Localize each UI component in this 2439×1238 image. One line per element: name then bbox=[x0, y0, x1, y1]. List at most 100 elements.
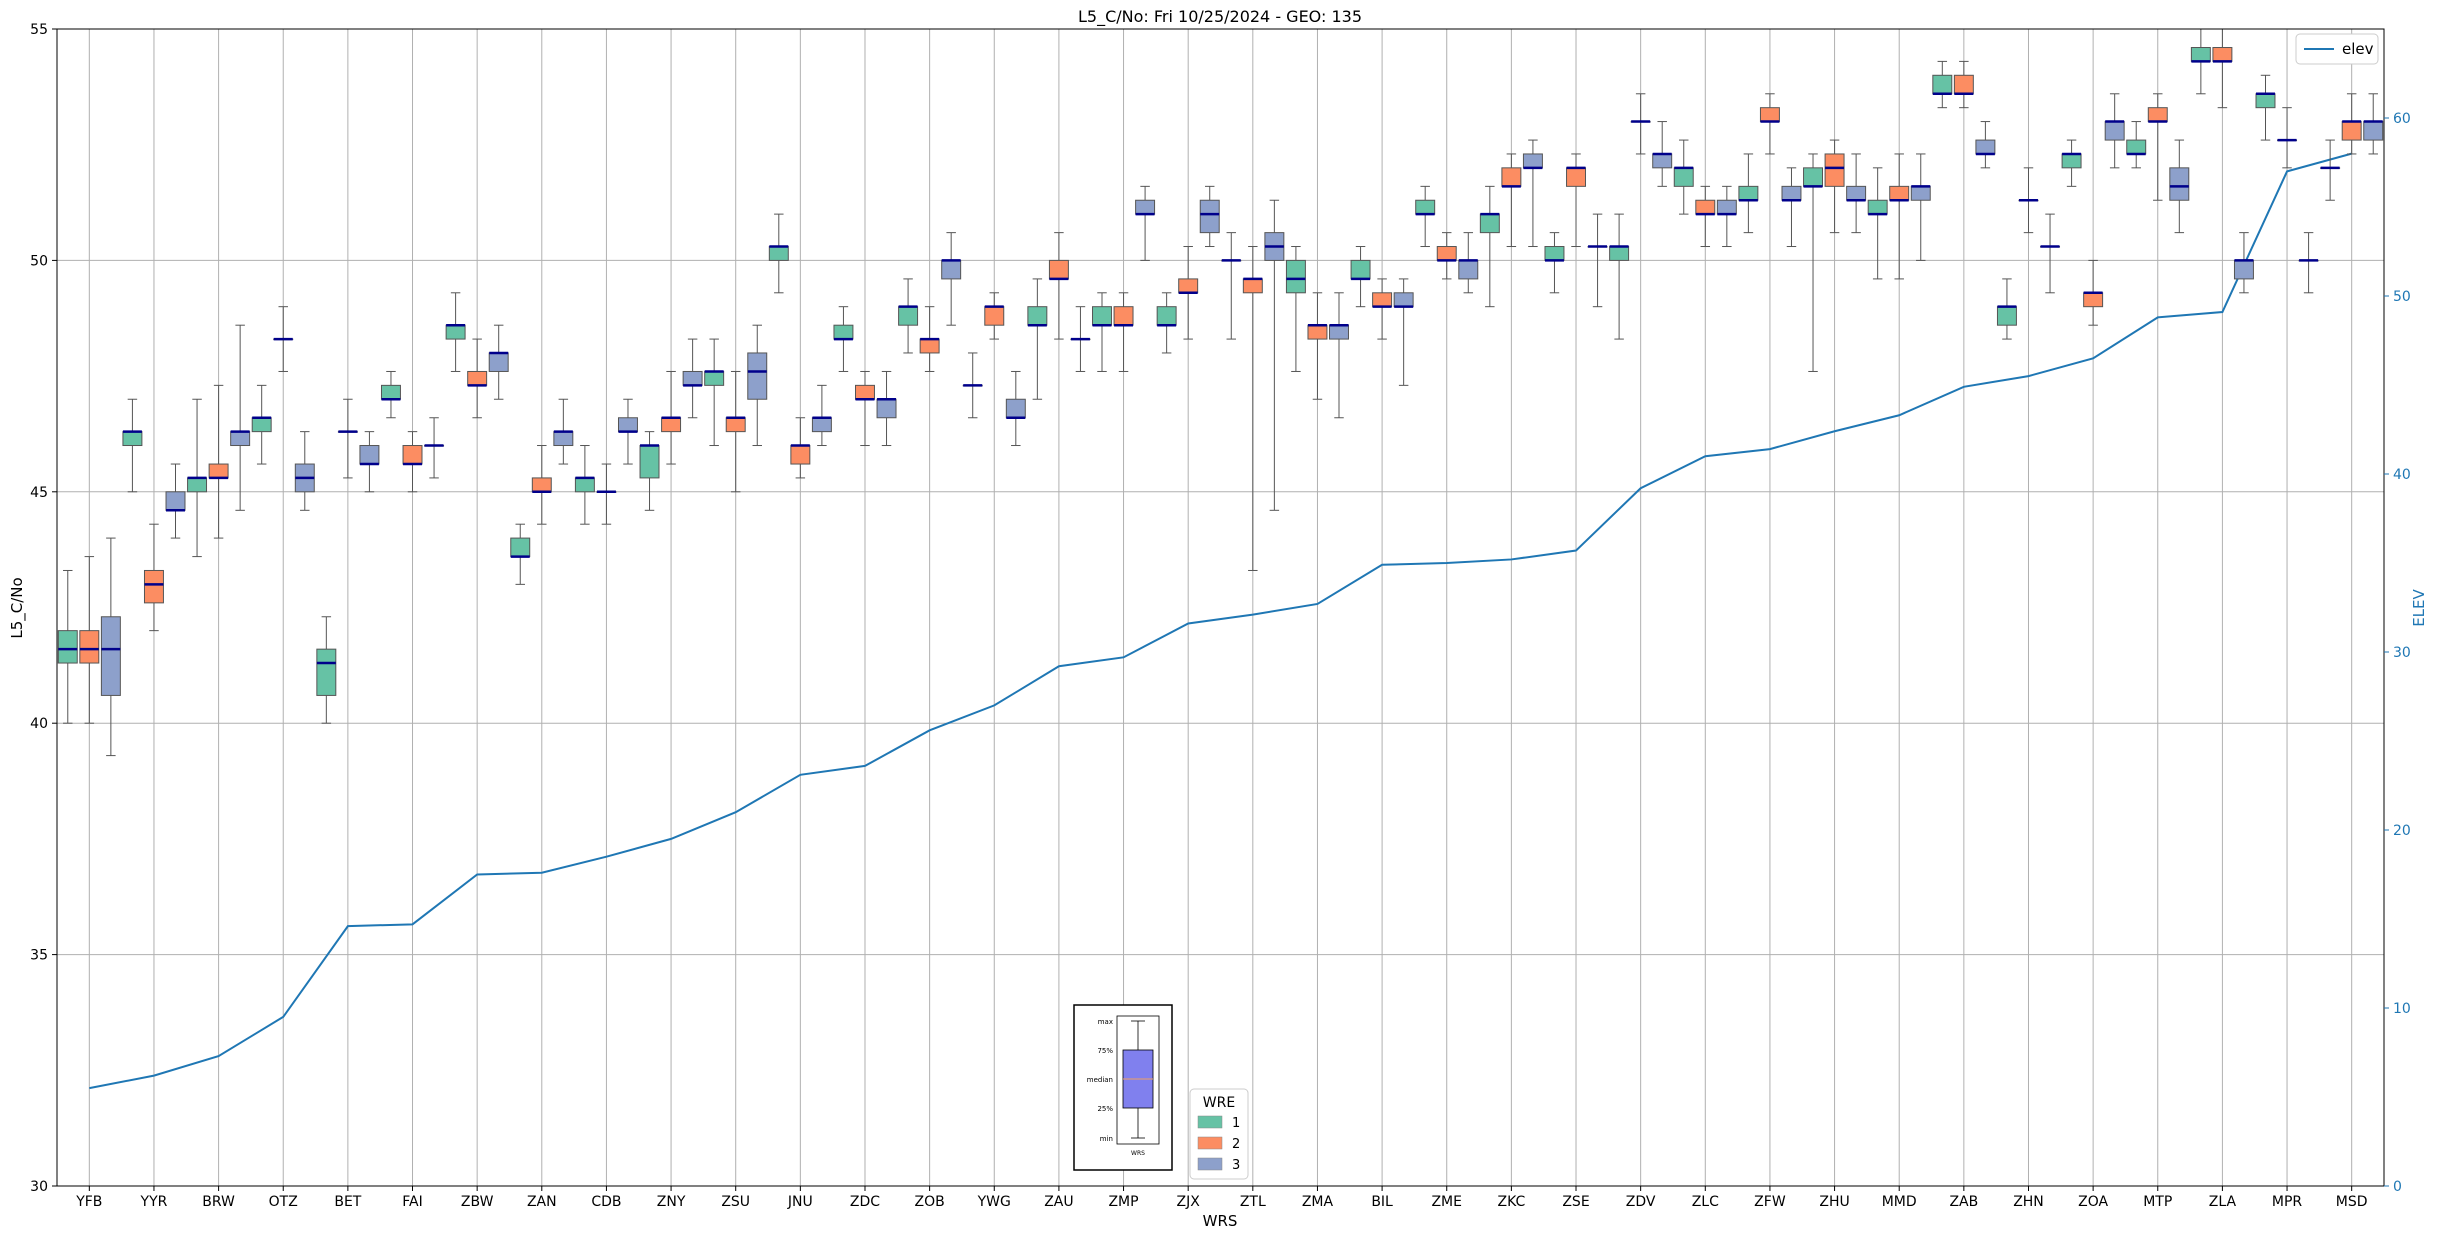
box-iqr bbox=[1673, 167, 1694, 187]
boxplot-jnu-wre2 bbox=[790, 417, 811, 479]
inset-median-label: median bbox=[1087, 1076, 1113, 1084]
box-iqr bbox=[1307, 324, 1328, 340]
box-iqr bbox=[402, 445, 423, 465]
boxplot-zdv-wre2 bbox=[1630, 93, 1651, 155]
box-iqr bbox=[1889, 185, 1910, 201]
inset-min-label: min bbox=[1100, 1135, 1113, 1143]
box-iqr bbox=[876, 398, 897, 419]
x-tick-label: ZBW bbox=[461, 1194, 494, 1210]
box-iqr bbox=[1996, 306, 2017, 326]
boxplot-jnu-wre3 bbox=[811, 384, 832, 447]
box-iqr bbox=[2169, 167, 2190, 201]
boxplot-zdc-wre2 bbox=[855, 370, 875, 447]
wre-legend-label: 2 bbox=[1232, 1137, 1240, 1152]
boxplot-zmp-wre3 bbox=[1135, 185, 1156, 261]
x-tick-label: ZME bbox=[1431, 1194, 1462, 1210]
boxplot-ztl-wre3 bbox=[1264, 199, 1285, 511]
box-iqr bbox=[919, 338, 940, 354]
boxplot-cdb-wre1 bbox=[574, 445, 595, 525]
box-iqr bbox=[380, 384, 401, 400]
box-iqr bbox=[1372, 292, 1393, 308]
box-iqr bbox=[1759, 107, 1780, 123]
box-iqr bbox=[510, 537, 531, 558]
boxplot-zoa-wre2 bbox=[2083, 259, 2104, 326]
boxplot-mmd-wre2 bbox=[1889, 153, 1910, 280]
box-iqr bbox=[811, 417, 832, 433]
boxplot-yyr-wre2 bbox=[143, 523, 164, 632]
x-tick-label: YFB bbox=[75, 1194, 102, 1210]
boxplot-zhu-wre2 bbox=[1824, 139, 1845, 234]
boxplot-mpr-wre1 bbox=[2255, 74, 2276, 141]
boxplot-zau-wre3 bbox=[1070, 306, 1091, 372]
box-iqr bbox=[531, 477, 552, 493]
boxplot-ywg-wre1 bbox=[962, 352, 983, 419]
x-tick-label: CDB bbox=[591, 1194, 621, 1210]
box-iqr bbox=[553, 431, 574, 447]
boxplot-zau-wre2 bbox=[1048, 232, 1069, 340]
x-tick-label: ZJX bbox=[1177, 1194, 1201, 1210]
boxplot-fai-wre1 bbox=[380, 370, 401, 419]
wre-legend-frame bbox=[1189, 1088, 1249, 1180]
boxplot-yfb-wre1 bbox=[57, 569, 78, 724]
boxplot-zlc-wre2 bbox=[1695, 185, 1716, 248]
boxplot-zob-wre2 bbox=[919, 306, 940, 372]
box-iqr bbox=[898, 306, 919, 326]
boxplot-ywg-wre3 bbox=[1005, 370, 1026, 447]
boxplot-bet-wre2 bbox=[337, 398, 358, 479]
boxplot-mpr-wre2 bbox=[2277, 107, 2298, 169]
x-tick-label: YYR bbox=[140, 1194, 168, 1210]
box-iqr bbox=[855, 384, 875, 400]
x-tick-label: ZMA bbox=[1302, 1194, 1334, 1210]
boxplot-zsu-wre3 bbox=[747, 324, 768, 447]
box-iqr bbox=[230, 431, 251, 447]
box-iqr bbox=[2212, 47, 2233, 62]
box-iqr bbox=[2083, 292, 2104, 308]
box-iqr bbox=[1048, 259, 1069, 280]
x-tick-label: ZHU bbox=[1819, 1194, 1849, 1210]
x-tick-label: BRW bbox=[202, 1194, 235, 1210]
boxplot-zjx-wre2 bbox=[1178, 246, 1199, 340]
box-iqr bbox=[617, 417, 638, 433]
box-iqr bbox=[143, 569, 164, 604]
x-tick-label: ZNY bbox=[657, 1194, 686, 1210]
box-iqr bbox=[725, 417, 746, 433]
box-iqr bbox=[445, 324, 466, 340]
boxplot-zfw-wre1 bbox=[1738, 153, 1759, 234]
box-iqr bbox=[359, 445, 380, 465]
box-iqr bbox=[2341, 121, 2362, 141]
x-tick-label: OTZ bbox=[269, 1194, 298, 1210]
boxplot-mpr-wre3 bbox=[2298, 232, 2319, 294]
box-iqr bbox=[747, 352, 768, 400]
box-iqr bbox=[57, 630, 78, 664]
box-iqr bbox=[316, 648, 337, 696]
boxplot-msd-wre1 bbox=[2320, 139, 2341, 201]
boxplot-bet-wre1 bbox=[316, 616, 337, 724]
y-tick-label: 55 bbox=[30, 22, 48, 38]
boxplot-zhn-wre2 bbox=[2018, 167, 2039, 234]
boxplot-zme-wre1 bbox=[1415, 185, 1436, 248]
boxplot-zbw-wre2 bbox=[467, 338, 488, 419]
box-iqr bbox=[790, 445, 811, 465]
boxplot-ywg-wre2 bbox=[984, 292, 1005, 340]
x-tick-label: MMD bbox=[1882, 1194, 1917, 1210]
box-iqr bbox=[1824, 153, 1845, 187]
boxplot-key-inset: max 75% median 25% min WRS bbox=[1073, 1004, 1173, 1171]
box-iqr bbox=[1867, 199, 1888, 215]
boxplot-zny-wre3 bbox=[682, 338, 703, 419]
box-iqr bbox=[661, 417, 682, 433]
boxplot-zla-wre1 bbox=[2190, 28, 2211, 95]
wre-legend-items: 1 2 3 bbox=[1197, 1115, 1240, 1173]
y2-tick-label: 20 bbox=[2393, 823, 2411, 839]
x-tick-label: ZLC bbox=[1692, 1194, 1719, 1210]
box-iqr bbox=[1953, 74, 1974, 95]
boxplot-zhu-wre1 bbox=[1803, 153, 1824, 372]
box-iqr bbox=[1242, 278, 1263, 294]
boxplot-bil-wre1 bbox=[1350, 246, 1371, 308]
elev-legend-label: elev bbox=[2342, 40, 2374, 58]
x-tick-label: ZLA bbox=[2209, 1194, 2237, 1210]
x-axis-ticks: YFB YYR BRW OTZ BET FAI ZBW ZAN CDB ZNY ZSU JNU ZDC Z… bbox=[75, 1186, 2368, 1210]
box-iqr bbox=[1458, 259, 1479, 280]
boxplot-bil-wre2 bbox=[1372, 278, 1393, 340]
box-iqr bbox=[1652, 153, 1673, 169]
boxplot-zau-wre1 bbox=[1027, 278, 1048, 400]
